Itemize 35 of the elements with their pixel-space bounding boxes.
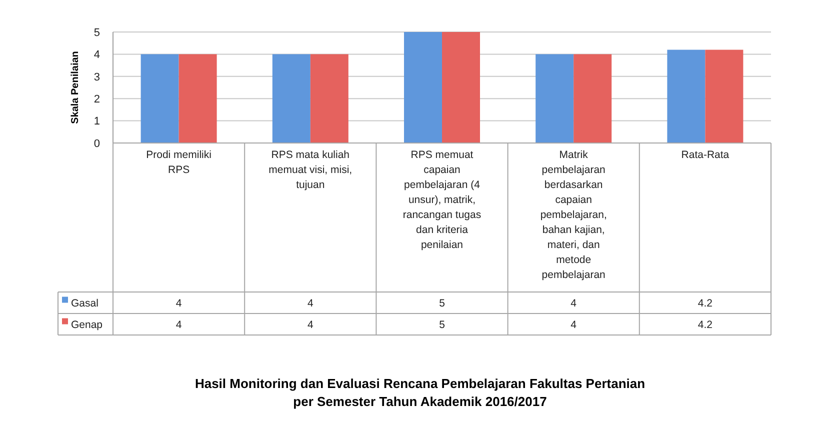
data-label: 4 — [570, 318, 577, 331]
bar — [310, 54, 348, 143]
data-label: 4.2 — [698, 297, 713, 310]
x-tick-label: Rata-Rata — [681, 149, 730, 161]
data-label: 5 — [439, 297, 446, 310]
data-label: 4 — [176, 318, 182, 331]
data-label: 4 — [307, 297, 314, 310]
data-label: 5 — [439, 318, 446, 331]
y-tick-label: 3 — [94, 71, 100, 84]
bar — [705, 50, 744, 143]
x-tick-label: RPS mata kuliah memuat visi, misi, tujuan — [268, 149, 352, 191]
x-tick-label: Prodi memiliki RPS — [146, 149, 212, 176]
legend-label: Gasal — [71, 297, 98, 310]
bar — [574, 54, 612, 143]
bar — [178, 54, 217, 143]
x-tick-label: RPS memuat capaian pembelajaran (4 unsur), matrik, rancangan tugas dan kriteria penilaian — [402, 149, 482, 251]
bar — [140, 54, 179, 143]
bar — [667, 50, 706, 143]
y-tick-label: 2 — [94, 93, 100, 106]
y-axis-title: Skala Penilaian — [70, 51, 81, 124]
category-label: Matrik pembelajaran berdasarkan capaian pembelajaran, bahan kajian, materi, dan metode pembelajaran — [540, 149, 607, 281]
y-tick-label: 0 — [94, 138, 100, 150]
text: Hasil Monitoring dan Evaluasi Rencana Pembelajaran Fakultas Pertanian per Semester Tahun Akademik 2016/2017 — [194, 376, 646, 409]
data-label: 4.2 — [698, 318, 713, 331]
bar — [442, 32, 480, 143]
y-tick-label: 4 — [94, 49, 100, 62]
data-label: 4 — [570, 297, 577, 310]
data-label: 4 — [307, 318, 314, 331]
bar — [404, 32, 442, 143]
bar — [272, 54, 310, 143]
legend-label: Genap — [71, 318, 103, 331]
data-label: 4 — [176, 297, 182, 310]
bar — [536, 54, 574, 143]
y-tick-label: 1 — [94, 116, 100, 128]
y-tick-label: 5 — [94, 26, 100, 39]
